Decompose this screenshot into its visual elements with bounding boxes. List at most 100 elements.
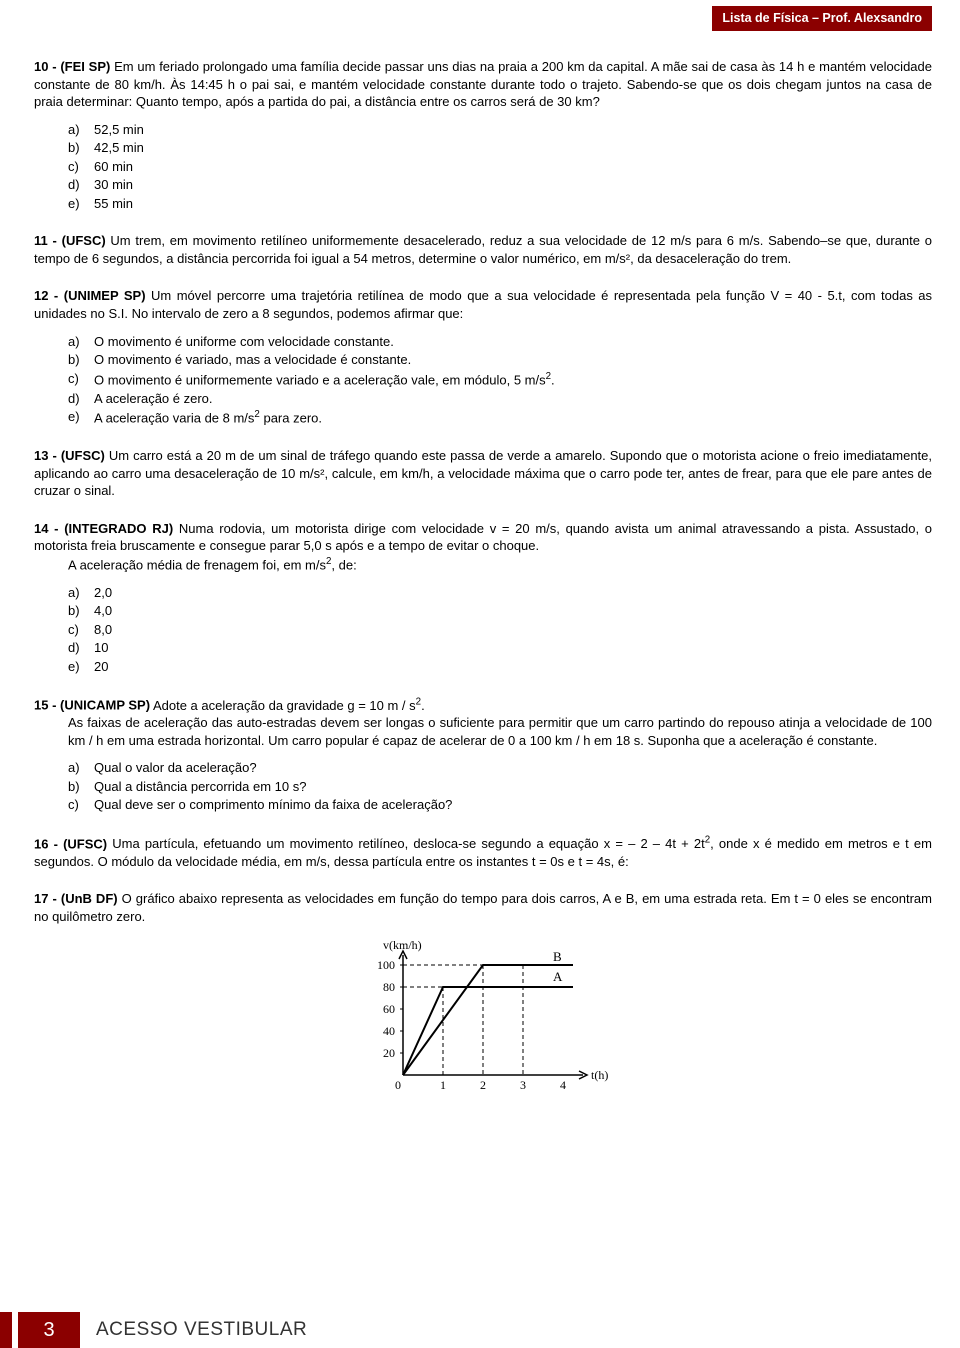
question-10-text: 10 - (FEI SP) Em um feriado prolongado u…	[34, 58, 932, 111]
question-number: 15 -	[34, 698, 60, 713]
xtick: 3	[520, 1078, 526, 1092]
option-a: a)52,5 min	[68, 121, 932, 139]
option-c: c)O movimento é uniformemente variado e …	[68, 370, 932, 389]
option-letter: c)	[68, 796, 94, 814]
sub-c: c)Qual deve ser o comprimento mínimo da …	[68, 796, 932, 814]
option-text: Qual a distância percorrida em 10 s?	[94, 778, 306, 796]
question-number: 14 -	[34, 521, 64, 536]
xtick: 2	[480, 1078, 486, 1092]
question-source: (UFSC)	[61, 448, 105, 463]
option-b: b)O movimento é variado, mas a velocidad…	[68, 351, 932, 369]
option-text: O movimento é uniforme com velocidade co…	[94, 333, 394, 351]
question-body: Um carro está a 20 m de um sinal de tráf…	[34, 448, 932, 498]
question-source: (FEI SP)	[60, 59, 110, 74]
xtick: 1	[440, 1078, 446, 1092]
question-15-subs: a)Qual o valor da aceleração? b)Qual a d…	[34, 759, 932, 814]
option-letter: d)	[68, 639, 94, 657]
chart-container: v(km/h) t(h) 100 80 60 40 20 0 1 2 3 4	[34, 935, 932, 1105]
question-number: 16 -	[34, 836, 63, 851]
question-source: (UNICAMP SP)	[60, 698, 150, 713]
option-text: A aceleração varia de 8 m/s2 para zero.	[94, 408, 322, 427]
option-e: e)A aceleração varia de 8 m/s2 para zero…	[68, 408, 932, 427]
option-text: 55 min	[94, 195, 133, 213]
option-text: 30 min	[94, 176, 133, 194]
page-footer: 3 ACESSO VESTIBULAR	[0, 1312, 960, 1348]
option-b: b)42,5 min	[68, 139, 932, 157]
option-e: e)20	[68, 658, 932, 676]
chart-xlabel: t(h)	[591, 1068, 608, 1082]
question-17: 17 - (UnB DF) O gráfico abaixo represent…	[34, 890, 932, 1105]
option-text: O movimento é uniformemente variado e a …	[94, 370, 555, 389]
option-b: b)4,0	[68, 602, 932, 620]
option-letter: a)	[68, 584, 94, 602]
option-letter: b)	[68, 351, 94, 369]
question-10: 10 - (FEI SP) Em um feriado prolongado u…	[34, 58, 932, 212]
option-text: 20	[94, 658, 108, 676]
question-13-text: 13 - (UFSC) Um carro está a 20 m de um s…	[34, 447, 932, 500]
question-source: (UNIMEP SP)	[64, 288, 146, 303]
question-12-text: 12 - (UNIMEP SP) Um móvel percorre uma t…	[34, 287, 932, 322]
question-12-options: a)O movimento é uniforme com velocidade …	[34, 333, 932, 427]
option-text: 52,5 min	[94, 121, 144, 139]
xtick: 4	[560, 1078, 566, 1092]
option-letter: d)	[68, 390, 94, 408]
question-15-text: 15 - (UNICAMP SP) Adote a aceleração da …	[34, 695, 932, 749]
series-a-label: A	[553, 969, 563, 984]
ytick: 20	[383, 1046, 395, 1060]
option-letter: e)	[68, 658, 94, 676]
question-body: Em um feriado prolongado uma família dec…	[34, 59, 932, 109]
question-source: (UFSC)	[62, 233, 106, 248]
option-letter: e)	[68, 195, 94, 213]
question-14: 14 - (INTEGRADO RJ) Numa rodovia, um mot…	[34, 520, 932, 676]
option-text: 2,0	[94, 584, 112, 602]
option-d: d)30 min	[68, 176, 932, 194]
question-17-text: 17 - (UnB DF) O gráfico abaixo represent…	[34, 890, 932, 925]
option-c: c)60 min	[68, 158, 932, 176]
option-letter: a)	[68, 121, 94, 139]
option-text: A aceleração é zero.	[94, 390, 213, 408]
question-15: 15 - (UNICAMP SP) Adote a aceleração da …	[34, 695, 932, 814]
question-body: Adote a aceleração da gravidade g = 10 m…	[150, 698, 425, 713]
question-source: (UFSC)	[63, 836, 107, 851]
question-number: 17 -	[34, 891, 61, 906]
option-text: 60 min	[94, 158, 133, 176]
question-body: Um móvel percorre uma trajetória retilín…	[34, 288, 932, 321]
question-number: 13 -	[34, 448, 61, 463]
option-letter: b)	[68, 778, 94, 796]
question-14-line2: A aceleração média de frenagem foi, em m…	[34, 555, 932, 574]
footer-accent-bar	[0, 1312, 12, 1348]
question-14-options: a)2,0 b)4,0 c)8,0 d)10 e)20	[34, 584, 932, 676]
question-16-text: 16 - (UFSC) Uma partícula, efetuando um …	[34, 834, 932, 870]
question-11: 11 - (UFSC) Um trem, em movimento retilí…	[34, 232, 932, 267]
velocity-chart: v(km/h) t(h) 100 80 60 40 20 0 1 2 3 4	[353, 935, 613, 1105]
question-15-line2: As faixas de aceleração das auto-estrada…	[34, 714, 932, 749]
question-source: (UnB DF)	[61, 891, 118, 906]
ytick: 100	[377, 958, 395, 972]
option-letter: e)	[68, 408, 94, 427]
option-text: Qual o valor da aceleração?	[94, 759, 257, 777]
series-b-label: B	[553, 949, 562, 964]
option-letter: c)	[68, 621, 94, 639]
sub-b: b)Qual a distância percorrida em 10 s?	[68, 778, 932, 796]
question-10-options: a)52,5 min b)42,5 min c)60 min d)30 min …	[34, 121, 932, 213]
option-text: Qual deve ser o comprimento mínimo da fa…	[94, 796, 452, 814]
question-number: 12 -	[34, 288, 64, 303]
question-13: 13 - (UFSC) Um carro está a 20 m de um s…	[34, 447, 932, 500]
ytick: 80	[383, 980, 395, 994]
question-source: (INTEGRADO RJ)	[64, 521, 173, 536]
option-a: a)O movimento é uniforme com velocidade …	[68, 333, 932, 351]
ytick: 40	[383, 1024, 395, 1038]
option-a: a)2,0	[68, 584, 932, 602]
option-letter: b)	[68, 139, 94, 157]
question-number: 11 -	[34, 233, 62, 248]
option-e: e)55 min	[68, 195, 932, 213]
sub-a: a)Qual o valor da aceleração?	[68, 759, 932, 777]
option-letter: d)	[68, 176, 94, 194]
footer-brand: ACESSO VESTIBULAR	[96, 1317, 307, 1343]
header-badge-text: Lista de Física – Prof. Alexsandro	[722, 11, 922, 25]
question-body: O gráfico abaixo representa as velocidad…	[34, 891, 932, 924]
option-d: d)10	[68, 639, 932, 657]
ytick: 0	[395, 1078, 401, 1092]
option-letter: c)	[68, 158, 94, 176]
question-12: 12 - (UNIMEP SP) Um móvel percorre uma t…	[34, 287, 932, 426]
